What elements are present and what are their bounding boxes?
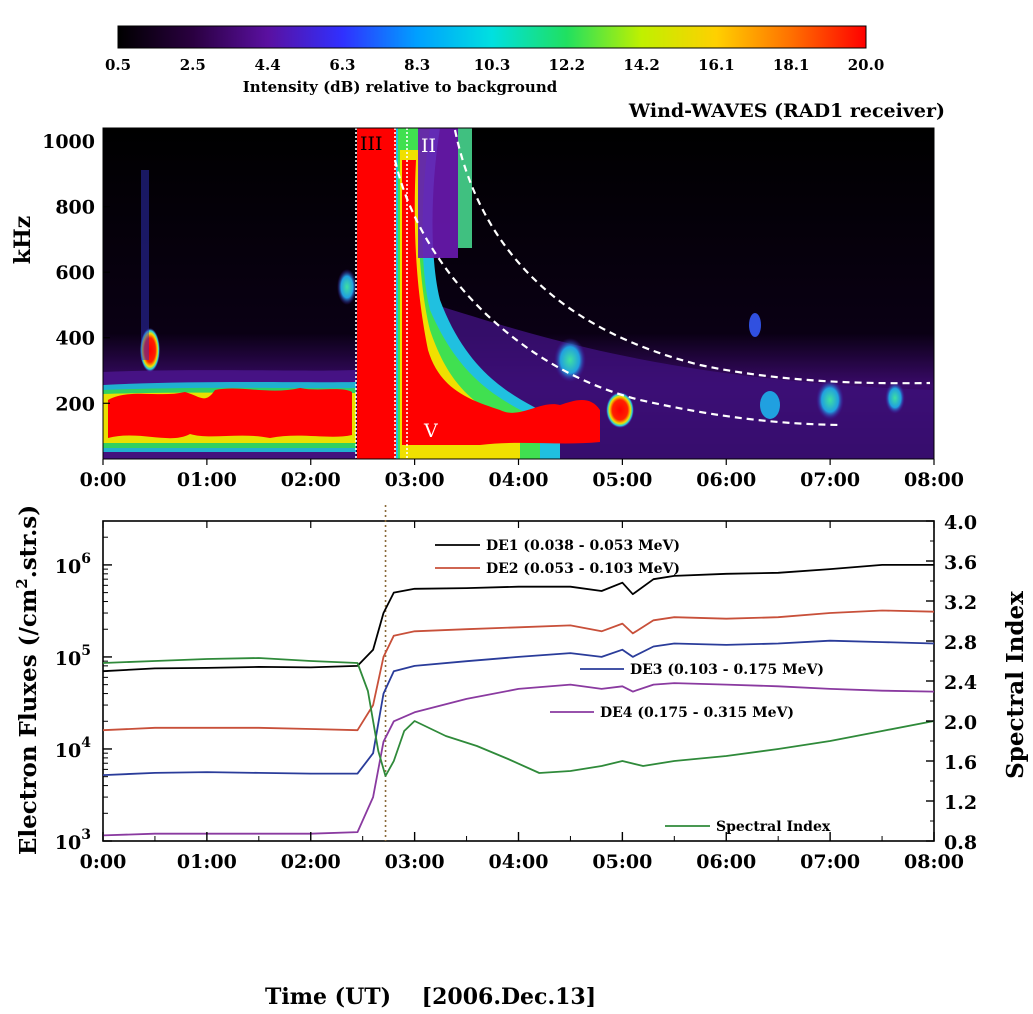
- left-tick-label: 103: [55, 827, 91, 854]
- bottom-axis-ticks: 0:00 01:00 02:00 03:00 04:00 05:00 06:00 07:00 0…: [80, 521, 964, 873]
- bottom-tick-label: 04:00: [489, 851, 549, 873]
- y-axis-left-label: Electron Fluxes (/cm2.str.s): [13, 505, 42, 855]
- patch-0650: [816, 380, 844, 420]
- patch-0430: [554, 338, 586, 382]
- colorbar-label: Intensity (dB) relative to background: [243, 78, 558, 96]
- spectrogram-ytick-label: 1000: [42, 131, 95, 153]
- spectrogram-ylabel: kHz: [10, 216, 36, 265]
- tick-exponent: 6: [81, 551, 91, 567]
- legend-label: DE3 (0.103 - 0.175 MeV): [630, 662, 824, 678]
- type-V-red: [402, 160, 600, 445]
- bottom-tick-label: 01:00: [177, 851, 237, 873]
- right-tick-label: 1.2: [944, 792, 977, 814]
- colorbar-tick-label: 16.1: [698, 56, 735, 74]
- plot-lines: [102, 564, 935, 837]
- right-tick-label: 3.6: [944, 552, 977, 574]
- spectrogram-xtick-label: 0:00: [80, 469, 127, 491]
- spectrogram-yticks: 1000 800 600 400 200: [42, 131, 110, 415]
- legend: DE1 (0.038 - 0.053 MeV) DE2 (0.053 - 0.10…: [435, 538, 831, 835]
- left-tick-label: 106: [55, 551, 91, 578]
- spectrogram-ytick-label: 200: [55, 393, 95, 415]
- colorbar-tick-label: 14.2: [623, 56, 660, 74]
- bottom-tick-label: 02:00: [281, 851, 341, 873]
- patch-0625: [760, 391, 780, 419]
- colorbar-ticks: 0.5 2.5 4.4 6.3 8.3 10.3 12.2 14.2 16.1 18.1 20.0: [105, 56, 884, 74]
- burst-label-III: III: [360, 133, 383, 155]
- series-line: [102, 682, 935, 837]
- colorbar-tick-label: 20.0: [848, 56, 885, 74]
- spectrogram-xtick-label: 01:00: [177, 469, 237, 491]
- spectrogram-xtick-label: 05:00: [592, 469, 652, 491]
- legend-label: DE4 (0.175 - 0.315 MeV): [600, 705, 794, 721]
- burst-0025-streak: [141, 170, 149, 360]
- left-tick-label: 105: [55, 643, 91, 670]
- spectrogram-xtick-label: 07:00: [800, 469, 860, 491]
- series-line: [102, 639, 935, 776]
- type-II-green-strip: [458, 128, 472, 248]
- legend-label: Spectral Index: [716, 819, 831, 835]
- right-tick-label: 4.0: [944, 512, 977, 534]
- series-line: [102, 657, 935, 777]
- colorbar-tick-label: 18.1: [773, 56, 810, 74]
- series-line: [102, 609, 935, 732]
- burst-label-II: II: [421, 135, 436, 157]
- right-axis-ticks: 4.0 3.6 3.2 2.8 2.4 2.0 1.6 1.2 0.8: [926, 512, 977, 854]
- typeII-fit-lower: [393, 159, 841, 427]
- spectrogram-xtick-label: 08:00: [904, 469, 964, 491]
- colorbar-tick-label: 2.5: [180, 56, 206, 74]
- spectrogram-xtick-label: 02:00: [281, 469, 341, 491]
- left-axis-ticks: 103 104 105 106: [55, 520, 112, 854]
- bottom-tick-label: 08:00: [904, 851, 964, 873]
- colorbar-tick-label: 0.5: [105, 56, 131, 74]
- left-tick-label: 104: [55, 735, 91, 762]
- spectrogram-xtick-label: 06:00: [696, 469, 756, 491]
- spectrogram-title: Wind-WAVES (RAD1 receiver): [628, 100, 945, 122]
- patch-0500: [606, 392, 634, 428]
- spectrogram-ytick-label: 400: [55, 328, 95, 350]
- tick-exponent: 3: [81, 827, 91, 843]
- type-II-lane: [418, 128, 458, 258]
- bottom-tick-label: 03:00: [385, 851, 445, 873]
- spectrogram-ytick-label: 600: [55, 262, 95, 284]
- burst-0215: [337, 269, 357, 305]
- bottom-tick-label: 06:00: [696, 851, 756, 873]
- tick-exponent: 5: [81, 643, 91, 659]
- right-tick-label: 2.4: [944, 672, 977, 694]
- bottom-tick-label: 05:00: [592, 851, 652, 873]
- burst-label-V: V: [423, 420, 438, 442]
- patch-0720: [885, 382, 905, 414]
- spectrogram-xtick-label: 04:00: [489, 469, 549, 491]
- legend-label: DE1 (0.038 - 0.053 MeV): [486, 538, 680, 554]
- unit-rest: .str.s): [15, 505, 42, 578]
- right-tick-label: 1.6: [944, 752, 977, 774]
- x-axis-label: Time (UT) [2006.Dec.13]: [265, 984, 596, 1010]
- type-III-burst: [357, 128, 397, 459]
- bottom-tick-label: 07:00: [800, 851, 860, 873]
- exp-2: 2: [13, 578, 31, 588]
- spectrogram: [103, 128, 934, 459]
- right-tick-label: 2.0: [944, 712, 977, 734]
- series-line: [102, 564, 934, 673]
- spectrogram-xticks: 0:00 01:00 02:00 03:00 04:00 05:00 06:00 07:00 0…: [80, 459, 964, 491]
- right-tick-label: 3.2: [944, 592, 977, 614]
- patch-0610: [749, 313, 761, 337]
- spectrogram-xtick-label: 03:00: [385, 469, 445, 491]
- spectrogram-ytick-label: 800: [55, 197, 95, 219]
- colorbar-tick-label: 8.3: [404, 56, 430, 74]
- colorbar-tick-label: 6.3: [329, 56, 355, 74]
- colorbar-tick-label: 10.3: [474, 56, 511, 74]
- legend-label: DE2 (0.053 - 0.103 MeV): [486, 561, 680, 577]
- colorbar-tick-label: 12.2: [549, 56, 586, 74]
- colorbar-strip: [117, 25, 867, 49]
- colorbar: 0.5 2.5 4.4 6.3 8.3 10.3 12.2 14.2 16.1 18.1 20.0 …: [105, 25, 884, 96]
- y-axis-right-label: Spectral Index: [1002, 591, 1029, 779]
- typeII-fit-upper: [453, 129, 931, 385]
- red-emission-left: [108, 388, 352, 439]
- tick-exponent: 4: [81, 735, 91, 751]
- right-tick-label: 0.8: [944, 832, 977, 854]
- right-tick-label: 2.8: [944, 632, 977, 654]
- colorbar-tick-label: 4.4: [255, 56, 281, 74]
- bottom-tick-label: 0:00: [80, 851, 127, 873]
